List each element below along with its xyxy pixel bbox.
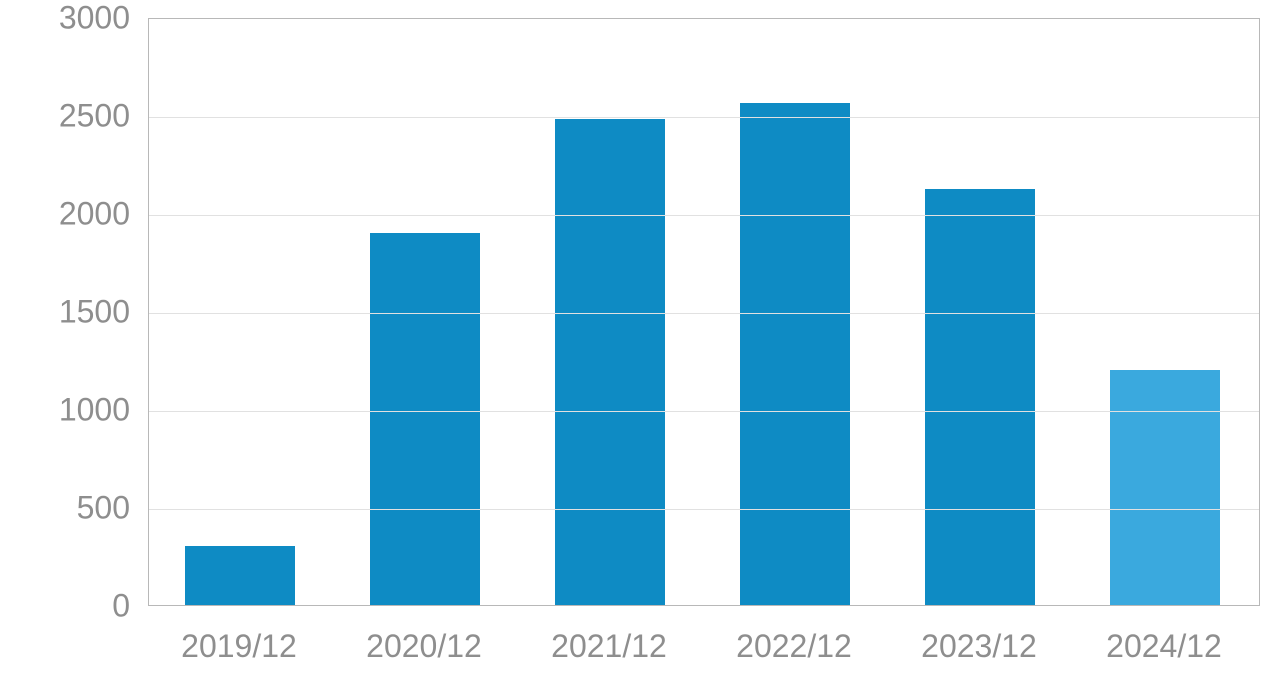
bar xyxy=(925,189,1035,605)
bar-chart: 0 500 1000 1500 2000 2500 3000 2019/12 2020/12 2… xyxy=(0,0,1280,689)
y-tick-label: 3000 xyxy=(59,0,130,37)
y-tick-label: 1000 xyxy=(59,392,130,429)
x-tick-label: 2021/12 xyxy=(551,628,667,665)
bar xyxy=(185,546,295,605)
bar xyxy=(555,119,665,605)
x-tick-label: 2020/12 xyxy=(366,628,482,665)
y-tick-label: 2000 xyxy=(59,196,130,233)
y-tick-label: 2500 xyxy=(59,98,130,135)
x-tick-label: 2023/12 xyxy=(921,628,1037,665)
x-tick-label: 2022/12 xyxy=(736,628,852,665)
y-tick-label: 1500 xyxy=(59,294,130,331)
grid-line xyxy=(149,411,1259,412)
x-tick-label: 2024/12 xyxy=(1106,628,1222,665)
y-tick-label: 500 xyxy=(77,490,130,527)
x-tick-label: 2019/12 xyxy=(181,628,297,665)
bars-container xyxy=(149,19,1259,605)
grid-line xyxy=(149,117,1259,118)
y-tick-label: 0 xyxy=(112,588,130,625)
bar xyxy=(740,103,850,605)
y-axis-labels: 050010001500200025003000 xyxy=(0,0,140,620)
bar xyxy=(370,233,480,605)
grid-line xyxy=(149,313,1259,314)
grid-line xyxy=(149,215,1259,216)
grid-line xyxy=(149,509,1259,510)
plot-area xyxy=(148,18,1260,606)
bar xyxy=(1110,370,1220,605)
